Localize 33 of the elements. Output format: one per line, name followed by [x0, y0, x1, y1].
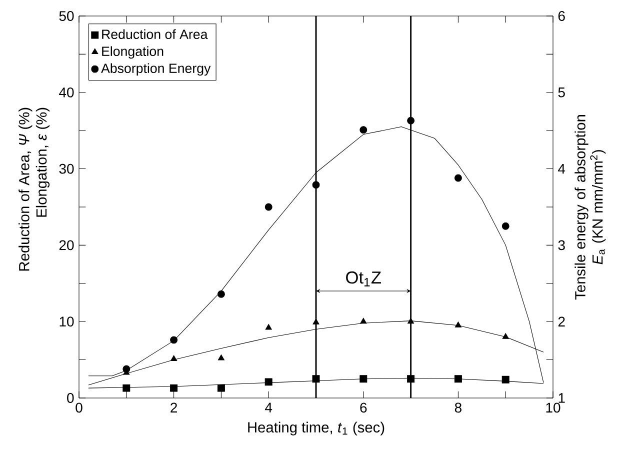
x-tick-label: 10 [546, 402, 560, 413]
y2-tick-label: 4 [558, 164, 566, 174]
x-tick-label: 8 [454, 402, 462, 413]
y-tick-label: 20 [59, 240, 74, 250]
x-tick-label: 4 [265, 402, 272, 412]
point [122, 365, 130, 373]
point [407, 116, 415, 124]
y2-tick-label: 3 [558, 240, 565, 250]
annotation: Ot$_{1}$Z [346, 271, 381, 286]
point [312, 181, 320, 189]
x-tick-label: 0 [76, 402, 82, 413]
x-tick-label: 6 [360, 402, 367, 413]
y2-tick-label: 5 [558, 88, 565, 98]
legend-label: Reduction of Area [102, 29, 208, 40]
legend-label: Absorption Energy [101, 63, 211, 76]
y2-tick-label: 2 [558, 316, 565, 326]
point [454, 174, 462, 182]
point [502, 222, 510, 230]
point [170, 336, 178, 344]
y2-tick-label: 6 [558, 11, 565, 21]
x-axis-title: Heating time, t$_{1}$ (sec) [248, 422, 384, 436]
y-axis-title: Reduction of Area, Ψ (%) Elongation, ε (%) [18, 108, 50, 271]
point [217, 290, 225, 298]
y-tick-label: 30 [59, 164, 74, 174]
y-tick-label: 40 [59, 87, 74, 98]
point [264, 203, 272, 211]
y-tick-label: 50 [59, 11, 74, 21]
y-tick-label: 10 [60, 316, 74, 327]
y2-tick-label: 1 [558, 393, 565, 403]
y-tick-label: 0 [67, 393, 74, 403]
x-tick-label: 2 [170, 402, 177, 412]
point [360, 126, 368, 134]
legend-label: Elongation [102, 46, 164, 59]
